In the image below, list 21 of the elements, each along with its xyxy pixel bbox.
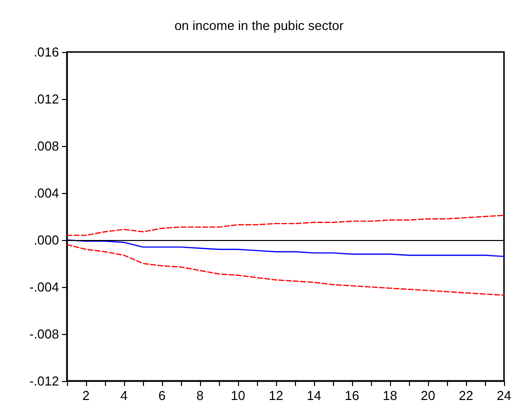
x-tick-label: 8: [196, 388, 204, 403]
x-tick-label: 14: [306, 388, 322, 403]
y-tick-label: .016: [34, 44, 59, 60]
y-tick-label: -.008: [29, 326, 59, 342]
y-tick-label: -.012: [29, 374, 59, 388]
y-tick-label: .012: [34, 92, 59, 106]
x-tick-label: 22: [458, 388, 474, 403]
x-tick-label: 10: [230, 388, 246, 403]
x-tick-label: 12: [268, 388, 284, 403]
x-tick-label: 24: [496, 388, 512, 403]
y-tick-label: .008: [34, 138, 59, 154]
chart-title: on income in the pubic sector: [174, 18, 344, 33]
y-tick-label: .000: [34, 232, 59, 248]
x-tick-label: 20: [420, 388, 436, 403]
x-tick-label: 18: [382, 388, 398, 403]
x-tick-label: 6: [158, 388, 166, 403]
x-tick-label: 4: [120, 388, 128, 403]
x-tick-label: 16: [344, 388, 360, 403]
x-tick-label: 2: [82, 388, 90, 403]
y-tick-label: -.004: [29, 280, 59, 294]
y-tick-label: .004: [34, 186, 59, 200]
